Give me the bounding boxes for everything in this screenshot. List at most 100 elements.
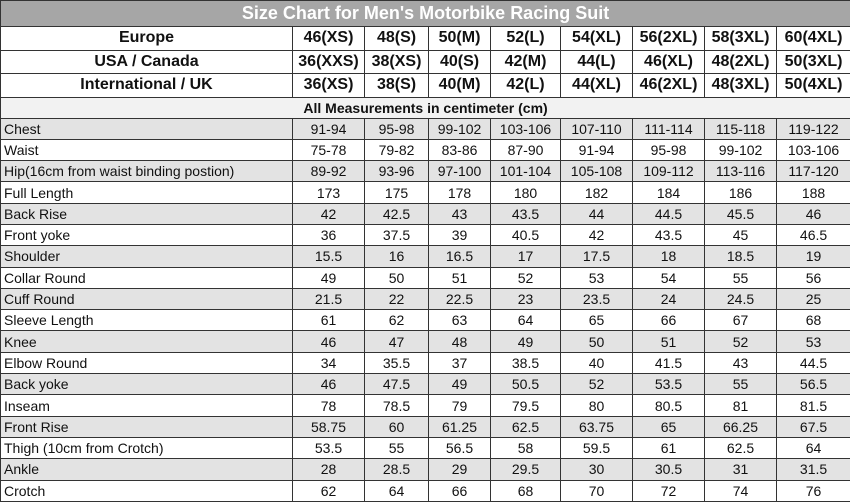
measurement-value: 62 xyxy=(293,480,365,501)
measurement-value: 78 xyxy=(293,395,365,416)
title-row: Size Chart for Men's Motorbike Racing Su… xyxy=(1,1,850,27)
measurement-value: 81.5 xyxy=(777,395,850,416)
measurement-value: 119-122 xyxy=(777,118,850,139)
measurement-value: 178 xyxy=(429,182,491,203)
size-cell: 46(XL) xyxy=(633,50,705,74)
size-cell: 42(M) xyxy=(491,50,561,74)
measurement-value: 25 xyxy=(777,288,850,309)
measurement-value: 175 xyxy=(365,182,429,203)
measurement-label: Elbow Round xyxy=(1,352,293,373)
measurement-label: Crotch xyxy=(1,480,293,501)
size-cell: 50(4XL) xyxy=(777,74,850,98)
measurement-value: 45 xyxy=(705,224,777,245)
measurement-value: 56.5 xyxy=(429,437,491,458)
measurement-value: 95-98 xyxy=(633,139,705,160)
measurement-value: 64 xyxy=(777,437,850,458)
measurement-label: Hip(16cm from waist binding postion) xyxy=(1,161,293,182)
measurement-value: 56 xyxy=(777,267,850,288)
measurement-value: 43.5 xyxy=(491,203,561,224)
measurement-value: 79 xyxy=(429,395,491,416)
measurement-value: 62.5 xyxy=(705,437,777,458)
measurement-value: 24.5 xyxy=(705,288,777,309)
measurement-label: Back yoke xyxy=(1,374,293,395)
measurement-value: 42.5 xyxy=(365,203,429,224)
size-cell: 52(L) xyxy=(491,27,561,51)
measurement-value: 52 xyxy=(491,267,561,288)
measurement-value: 51 xyxy=(429,267,491,288)
measurement-value: 16.5 xyxy=(429,246,491,267)
measurement-value: 105-108 xyxy=(561,161,633,182)
measurement-value: 180 xyxy=(491,182,561,203)
measurement-value: 61 xyxy=(293,310,365,331)
measurement-value: 61.25 xyxy=(429,416,491,437)
measurement-value: 56.5 xyxy=(777,374,850,395)
measurement-value: 44 xyxy=(561,203,633,224)
measurement-value: 93-96 xyxy=(365,161,429,182)
size-cell: 48(3XL) xyxy=(705,74,777,98)
measurement-value: 173 xyxy=(293,182,365,203)
measurement-value: 182 xyxy=(561,182,633,203)
measurement-value: 117-120 xyxy=(777,161,850,182)
measurement-value: 53 xyxy=(561,267,633,288)
measurement-value: 99-102 xyxy=(429,118,491,139)
size-cell: 54(XL) xyxy=(561,27,633,51)
measurement-value: 53.5 xyxy=(293,437,365,458)
measurement-value: 39 xyxy=(429,224,491,245)
measurement-value: 99-102 xyxy=(705,139,777,160)
measurement-value: 55 xyxy=(705,267,777,288)
measurement-value: 66.25 xyxy=(705,416,777,437)
size-cell: 46(XS) xyxy=(293,27,365,51)
measurement-value: 49 xyxy=(491,331,561,352)
measurement-value: 95-98 xyxy=(365,118,429,139)
measurement-value: 18 xyxy=(633,246,705,267)
size-cell: 36(XS) xyxy=(293,74,365,98)
size-cell: 48(2XL) xyxy=(705,50,777,74)
size-cell: 60(4XL) xyxy=(777,27,850,51)
measurement-value: 111-114 xyxy=(633,118,705,139)
measurement-value: 23 xyxy=(491,288,561,309)
measurement-value: 46 xyxy=(293,374,365,395)
measurement-value: 97-100 xyxy=(429,161,491,182)
measurement-value: 62 xyxy=(365,310,429,331)
size-cell: 58(3XL) xyxy=(705,27,777,51)
measurement-value: 30 xyxy=(561,459,633,480)
measurement-label: Sleeve Length xyxy=(1,310,293,331)
measurement-value: 42 xyxy=(293,203,365,224)
size-system-label: Europe xyxy=(1,27,293,51)
size-cell: 40(M) xyxy=(429,74,491,98)
measurement-value: 44.5 xyxy=(633,203,705,224)
measurement-value: 78.5 xyxy=(365,395,429,416)
measurement-value: 53.5 xyxy=(633,374,705,395)
size-cell: 42(L) xyxy=(491,74,561,98)
measurement-value: 80.5 xyxy=(633,395,705,416)
measurement-value: 66 xyxy=(633,310,705,331)
measurement-value: 43.5 xyxy=(633,224,705,245)
measurement-value: 103-106 xyxy=(777,139,850,160)
measurement-label: Shoulder xyxy=(1,246,293,267)
measurement-value: 17 xyxy=(491,246,561,267)
measurement-value: 35.5 xyxy=(365,352,429,373)
measurement-value: 28 xyxy=(293,459,365,480)
measurement-label: Front Rise xyxy=(1,416,293,437)
measurement-value: 21.5 xyxy=(293,288,365,309)
measurement-value: 83-86 xyxy=(429,139,491,160)
measurement-label: Waist xyxy=(1,139,293,160)
measurement-value: 29.5 xyxy=(491,459,561,480)
size-cell: 40(S) xyxy=(429,50,491,74)
measurement-value: 46.5 xyxy=(777,224,850,245)
measurement-value: 53 xyxy=(777,331,850,352)
measurement-label: Thigh (10cm from Crotch) xyxy=(1,437,293,458)
measurement-value: 51 xyxy=(633,331,705,352)
size-cell: 50(3XL) xyxy=(777,50,850,74)
measurement-value: 67.5 xyxy=(777,416,850,437)
measurement-value: 50.5 xyxy=(491,374,561,395)
measurement-value: 91-94 xyxy=(293,118,365,139)
